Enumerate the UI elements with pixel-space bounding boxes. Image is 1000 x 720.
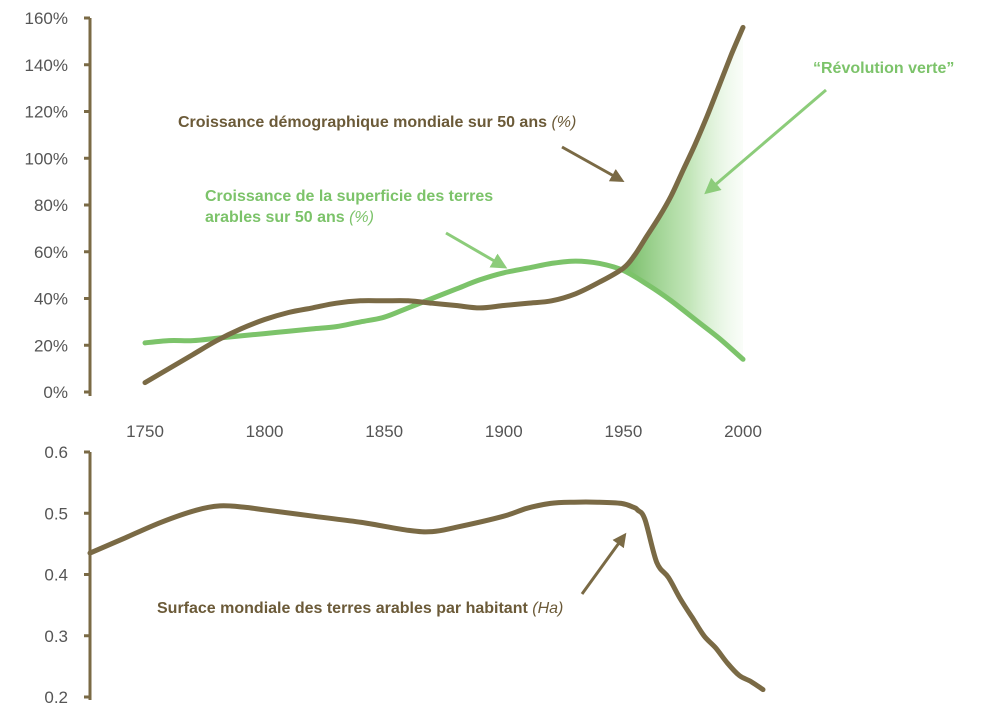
top-y-tick-label: 140% xyxy=(25,56,68,75)
top-x-tick-label: 1800 xyxy=(246,422,284,441)
green-revolution-gap-area xyxy=(623,27,743,360)
top-x-tick-label: 1850 xyxy=(365,422,403,441)
top-y-tick-labels: 0% 20% 40% 60% 80% 100% 120% 140% 160% xyxy=(25,9,90,402)
bottom-y-tick-label: 0.3 xyxy=(44,627,68,646)
arable-per-capita-arrow xyxy=(580,532,627,595)
bottom-y-tick-labels: 0.2 0.3 0.4 0.5 0.6 xyxy=(44,443,90,707)
green-revolution-annotation: “Révolution verte” xyxy=(813,60,954,77)
top-y-tick-label: 60% xyxy=(34,243,68,262)
bottom-y-tick-label: 0.6 xyxy=(44,443,68,462)
top-y-tick-label: 120% xyxy=(25,103,68,122)
land-growth-arrow xyxy=(445,231,508,269)
top-x-tick-label: 1750 xyxy=(126,422,164,441)
bottom-y-tick-label: 0.2 xyxy=(44,688,68,707)
top-y-tick-label: 20% xyxy=(34,336,68,355)
top-y-tick-label: 80% xyxy=(34,196,68,215)
top-x-tick-label: 2000 xyxy=(724,422,762,441)
population-growth-series-line xyxy=(142,24,746,386)
top-y-tick-label: 40% xyxy=(34,290,68,309)
land-growth-series-line xyxy=(142,258,746,362)
top-x-tick-label: 1950 xyxy=(604,422,642,441)
bottom-panel: 0.2 0.3 0.4 0.5 0.6 Surface mondiale des ter… xyxy=(44,443,766,707)
green-revolution-arrow xyxy=(704,88,827,195)
bottom-y-tick-label: 0.4 xyxy=(44,566,68,585)
land-growth-annotation: Croissance de la superficie des terres a… xyxy=(205,188,498,226)
top-y-tick-label: 0% xyxy=(43,383,68,402)
population-growth-annotation: Croissance démographique mondiale sur 50… xyxy=(178,114,576,131)
bottom-y-tick-label: 0.5 xyxy=(44,504,68,523)
arable-per-capita-annotation: Surface mondiale des terres arables par … xyxy=(157,600,563,617)
top-x-tick-label: 1900 xyxy=(485,422,523,441)
arable-per-capita-series-line xyxy=(87,499,766,693)
top-panel: 0%20%40%60%80%100%120%140%160% 1750 1800 1… xyxy=(25,9,955,441)
top-x-tick-labels: 1750 1800 1850 1900 1950 2000 xyxy=(126,422,762,441)
population-growth-arrow xyxy=(561,145,625,182)
top-y-tick-label: 160% xyxy=(25,9,68,28)
top-y-tick-label: 100% xyxy=(25,149,68,168)
